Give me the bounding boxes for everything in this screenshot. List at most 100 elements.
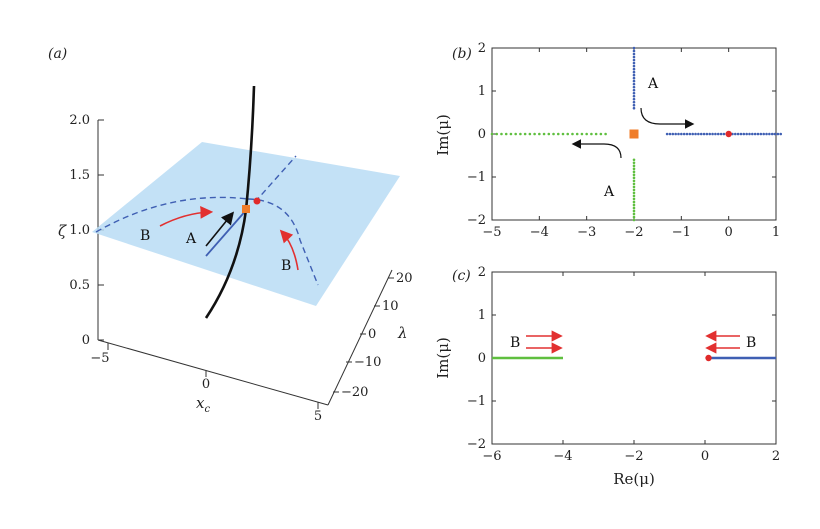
- data-point: [632, 67, 636, 71]
- data-point: [739, 132, 743, 136]
- data-point: [765, 132, 768, 136]
- dashed-curve-left: [95, 196, 249, 233]
- data-point: [632, 158, 636, 162]
- annotation-a: A: [647, 76, 659, 92]
- x-tick-label: −3: [577, 225, 596, 240]
- lambda-axis-label: λ: [397, 324, 408, 342]
- square-marker: [629, 129, 639, 139]
- data-point: [714, 132, 717, 136]
- x-tick-label: 2: [772, 449, 780, 464]
- data-point: [571, 132, 574, 136]
- data-point: [685, 132, 689, 136]
- data-point: [632, 200, 636, 204]
- data-point: [748, 132, 751, 136]
- annotation-a: A: [185, 231, 197, 247]
- data-point: [566, 132, 570, 136]
- y-tick-label: 0: [478, 127, 486, 142]
- data-point: [632, 61, 636, 65]
- y-tick-label: −2: [467, 213, 486, 228]
- data-point: [580, 132, 584, 136]
- arrow-a-lower: [571, 139, 622, 159]
- y-tick-label: −2: [467, 437, 486, 452]
- data-point: [585, 132, 588, 136]
- data-point: [688, 132, 692, 136]
- data-point: [682, 132, 686, 136]
- annotation-b: B: [510, 335, 520, 351]
- data-point: [533, 132, 536, 136]
- x-tick-label: −4: [530, 225, 549, 240]
- data-point: [490, 132, 494, 136]
- y-tick-label: 0: [478, 351, 486, 366]
- data-point: [561, 132, 565, 136]
- x-tick-label: −6: [482, 449, 501, 464]
- lambda-tick-label: −20: [341, 385, 368, 400]
- xc-axis-label: xc: [196, 394, 210, 415]
- data-point: [632, 212, 636, 216]
- data-point: [632, 82, 636, 86]
- data-point: [722, 132, 726, 136]
- data-point: [556, 132, 560, 136]
- data-point: [733, 132, 737, 136]
- lines: [492, 354, 776, 362]
- panel-c: (c) −6 −4 −2 0 2 −2 −1 0 1 2 Im(μ) Re(μ) B B: [434, 265, 780, 488]
- data-point: [632, 188, 636, 192]
- data-point: [632, 52, 636, 56]
- points: [490, 46, 783, 222]
- data-point: [694, 132, 697, 136]
- data-point: [632, 85, 636, 89]
- data-point: [632, 106, 636, 110]
- data-point: [632, 194, 636, 198]
- data-point: [736, 132, 740, 136]
- data-point: [632, 182, 636, 186]
- data-point: [632, 73, 636, 77]
- arrow-b-right: [279, 229, 299, 271]
- data-point: [716, 132, 720, 136]
- x-tick-label: −1: [672, 225, 691, 240]
- z-ticks: 2.0 1.5 1.0 0.5 0: [69, 113, 104, 348]
- data-point: [632, 185, 636, 189]
- data-point: [691, 132, 694, 136]
- data-point: [759, 132, 763, 136]
- data-point: [770, 132, 774, 136]
- red-dot-marker: [253, 197, 261, 205]
- x-axis-label: Re(μ): [613, 470, 655, 488]
- data-point: [680, 132, 683, 136]
- data-point: [599, 132, 603, 136]
- z-tick-label: 0.5: [69, 278, 90, 293]
- data-point: [665, 132, 669, 136]
- lambda-ticks: 20 10 0 −10 −20: [333, 271, 413, 400]
- data-point: [632, 191, 636, 195]
- y-tick-label: 1: [478, 308, 486, 323]
- orange-square-marker: [242, 205, 250, 213]
- data-point: [632, 170, 636, 174]
- data-point: [514, 132, 517, 136]
- data-point: [632, 206, 636, 210]
- data-point: [668, 132, 672, 136]
- y-tick-label: 2: [478, 41, 486, 56]
- data-point: [632, 103, 636, 107]
- data-point: [632, 203, 636, 207]
- data-point: [632, 46, 636, 50]
- axis-ticks: −6 −4 −2 0 2 −2 −1 0 1 2: [467, 265, 780, 464]
- data-point: [632, 58, 636, 62]
- data-point: [699, 132, 703, 136]
- data-point: [632, 79, 636, 83]
- data-point: [705, 132, 709, 136]
- data-point: [711, 132, 714, 136]
- data-point: [753, 132, 757, 136]
- data-point: [632, 167, 636, 171]
- lambda-axis: [327, 269, 393, 406]
- data-point: [632, 218, 636, 222]
- data-point: [632, 64, 636, 68]
- x-axis: [97, 339, 329, 406]
- arrow-a-upper: [640, 107, 695, 129]
- data-point: [519, 132, 522, 136]
- arrow-b-left: [159, 205, 214, 227]
- data-point: [632, 197, 636, 201]
- x-tick-label: 0: [202, 377, 210, 392]
- data-point: [702, 132, 706, 136]
- dashed-curve-right: [247, 198, 319, 286]
- data-point: [590, 132, 593, 136]
- data-point: [504, 132, 508, 136]
- data-point: [677, 132, 680, 136]
